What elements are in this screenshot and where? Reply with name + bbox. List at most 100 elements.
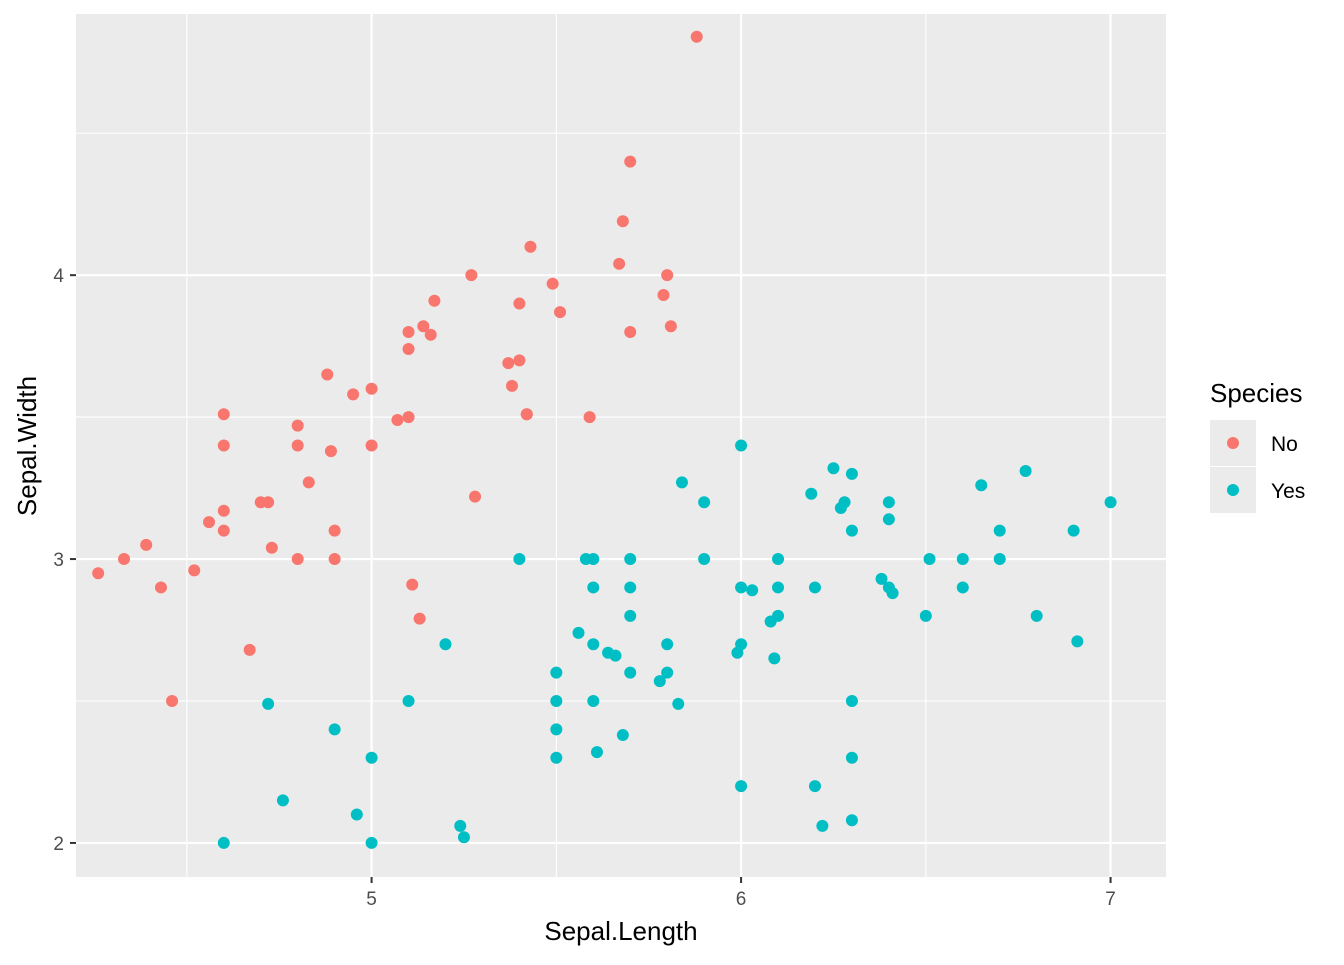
data-point bbox=[624, 666, 637, 679]
data-point bbox=[365, 382, 378, 395]
data-point bbox=[203, 516, 216, 529]
data-point bbox=[1104, 496, 1117, 509]
data-point bbox=[735, 581, 748, 594]
data-point bbox=[262, 496, 275, 509]
series-yes bbox=[217, 439, 1117, 849]
data-point bbox=[166, 694, 179, 707]
data-point bbox=[265, 541, 278, 554]
data-point bbox=[624, 553, 637, 566]
data-point bbox=[845, 814, 858, 827]
data-point bbox=[808, 780, 821, 793]
data-point bbox=[672, 697, 685, 710]
data-point bbox=[217, 524, 230, 537]
y-axis-title: Sepal.Width bbox=[12, 376, 42, 516]
y-axis: 2 3 4 bbox=[53, 266, 76, 855]
data-point bbox=[546, 277, 559, 290]
data-point bbox=[321, 368, 334, 381]
data-point bbox=[276, 794, 289, 807]
data-point bbox=[772, 609, 785, 622]
data-point bbox=[506, 379, 518, 392]
x-axis-title: Sepal.Length bbox=[544, 916, 697, 946]
data-point bbox=[217, 504, 230, 517]
data-point bbox=[845, 694, 858, 707]
data-point bbox=[469, 490, 482, 503]
data-point bbox=[838, 496, 851, 509]
data-point bbox=[1071, 635, 1084, 648]
data-point bbox=[428, 294, 441, 307]
data-point bbox=[328, 524, 341, 537]
data-point bbox=[524, 240, 537, 253]
data-point bbox=[975, 479, 988, 492]
data-point bbox=[772, 553, 785, 566]
data-point bbox=[465, 269, 478, 282]
data-point bbox=[735, 638, 748, 651]
data-point bbox=[624, 325, 637, 338]
data-point bbox=[217, 439, 230, 452]
data-point bbox=[291, 553, 304, 566]
data-point bbox=[698, 496, 711, 509]
data-point bbox=[587, 581, 600, 594]
data-point bbox=[424, 328, 437, 341]
data-point bbox=[365, 439, 378, 452]
legend-key-no bbox=[1227, 437, 1239, 449]
plot-panel bbox=[76, 14, 1166, 877]
data-point bbox=[661, 638, 674, 651]
data-point bbox=[262, 697, 275, 710]
x-tick-label: 6 bbox=[736, 889, 747, 910]
data-point bbox=[513, 354, 526, 367]
data-point bbox=[188, 564, 201, 577]
data-point bbox=[454, 819, 467, 832]
data-point bbox=[664, 320, 677, 333]
data-point bbox=[735, 780, 748, 793]
data-point bbox=[768, 652, 781, 665]
data-point bbox=[391, 413, 404, 426]
data-point bbox=[808, 581, 821, 594]
data-point bbox=[919, 609, 932, 622]
data-point bbox=[661, 666, 674, 679]
data-point bbox=[993, 524, 1006, 537]
data-point bbox=[302, 476, 315, 489]
y-tick-label: 2 bbox=[53, 834, 64, 855]
data-point bbox=[624, 581, 637, 594]
data-point bbox=[587, 638, 600, 651]
data-point bbox=[882, 513, 895, 526]
data-point bbox=[590, 746, 603, 759]
data-point bbox=[845, 467, 858, 480]
data-point bbox=[243, 643, 256, 656]
data-point bbox=[624, 155, 637, 168]
data-point bbox=[413, 612, 426, 625]
data-point bbox=[365, 751, 378, 764]
data-point bbox=[324, 445, 337, 458]
legend-label-no: No bbox=[1271, 433, 1298, 456]
data-point bbox=[402, 325, 415, 338]
data-point bbox=[690, 30, 703, 43]
data-point bbox=[587, 694, 600, 707]
data-point bbox=[1019, 465, 1032, 478]
data-points bbox=[92, 30, 1117, 849]
data-point bbox=[624, 609, 637, 622]
data-point bbox=[402, 342, 415, 355]
data-point bbox=[513, 553, 526, 566]
data-point bbox=[328, 553, 341, 566]
data-point bbox=[402, 411, 415, 424]
data-point bbox=[956, 553, 969, 566]
data-point bbox=[347, 388, 360, 401]
data-point bbox=[140, 538, 153, 551]
data-point bbox=[217, 836, 230, 849]
data-point bbox=[572, 626, 585, 639]
legend-title: Species bbox=[1210, 378, 1303, 408]
data-point bbox=[550, 666, 563, 679]
data-point bbox=[956, 581, 969, 594]
data-point bbox=[845, 751, 858, 764]
data-point bbox=[746, 584, 759, 597]
x-tick-label: 7 bbox=[1105, 889, 1116, 910]
legend-label-yes: Yes bbox=[1271, 480, 1305, 503]
y-tick-label: 4 bbox=[53, 266, 64, 287]
data-point bbox=[520, 408, 533, 421]
data-point bbox=[698, 553, 711, 566]
data-point bbox=[616, 729, 629, 742]
data-point bbox=[550, 694, 563, 707]
y-tick-label: 3 bbox=[53, 550, 64, 571]
data-point bbox=[613, 257, 626, 270]
